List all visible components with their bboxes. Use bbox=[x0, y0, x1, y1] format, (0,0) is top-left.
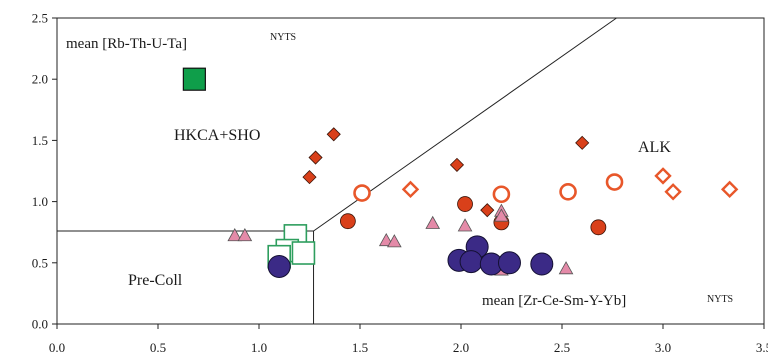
circle-marker bbox=[492, 185, 511, 204]
circle-marker bbox=[339, 213, 356, 230]
triangle-marker bbox=[494, 208, 509, 222]
diamond-marker bbox=[449, 157, 465, 172]
x-tick-label: 0.5 bbox=[150, 340, 166, 355]
circle-marker bbox=[559, 183, 577, 201]
y-tick-label: 0.5 bbox=[32, 255, 48, 270]
triangle-marker bbox=[237, 228, 253, 242]
triangle-marker bbox=[387, 234, 402, 248]
y-axis-mean-superscript: NYTS bbox=[270, 32, 296, 43]
y-axis-mean-label: mean [Rb-Th-U-Ta] bbox=[66, 36, 187, 52]
diamond-marker bbox=[720, 180, 739, 199]
circle-marker bbox=[497, 251, 521, 275]
diamond-marker bbox=[480, 203, 495, 218]
x-tick-label: 2.5 bbox=[554, 340, 570, 355]
diamond-marker bbox=[326, 127, 341, 142]
data-points bbox=[182, 67, 739, 278]
x-tick-label: 0.0 bbox=[49, 340, 65, 355]
diamond-marker bbox=[664, 183, 682, 201]
y-tick-label: 1.5 bbox=[32, 133, 48, 148]
x-axis-mean-label: mean [Zr-Ce-Sm-Y-Yb] bbox=[482, 293, 626, 309]
circle-marker bbox=[459, 250, 483, 274]
diamond-marker bbox=[654, 167, 672, 185]
region-label-pre-coll: Pre-Coll bbox=[128, 272, 183, 289]
square-marker bbox=[182, 67, 206, 91]
y-tick-label: 2.5 bbox=[32, 11, 48, 26]
diamond-marker bbox=[302, 170, 317, 185]
square-marker bbox=[291, 241, 316, 265]
diamond-marker bbox=[401, 180, 420, 199]
circle-marker bbox=[457, 196, 473, 212]
y-tick-label: 0.0 bbox=[32, 317, 48, 332]
region-label-hkca-sho: HKCA+SHO bbox=[174, 127, 260, 144]
triangle-marker bbox=[558, 261, 574, 275]
triangle-marker bbox=[227, 228, 243, 242]
diamond-marker bbox=[575, 135, 590, 150]
x-tick-label: 3.0 bbox=[655, 340, 671, 355]
triangle-marker bbox=[457, 218, 473, 232]
circle-marker bbox=[605, 173, 624, 191]
x-tick-label: 1.0 bbox=[251, 340, 267, 355]
circle-marker bbox=[530, 252, 554, 276]
x-tick-label: 2.0 bbox=[453, 340, 469, 355]
x-tick-label: 1.5 bbox=[352, 340, 368, 355]
x-tick-label: 3.5 bbox=[756, 340, 768, 355]
triangle-marker bbox=[425, 215, 441, 229]
y-tick-label: 2.0 bbox=[32, 72, 48, 87]
circle-marker bbox=[353, 184, 371, 202]
x-axis-mean-superscript: NYTS bbox=[707, 294, 733, 305]
circle-marker bbox=[590, 219, 607, 236]
diamond-marker bbox=[308, 150, 323, 165]
y-tick-label: 1.0 bbox=[32, 194, 48, 209]
plot-frame bbox=[56, 17, 765, 325]
region-label-alk: ALK bbox=[638, 139, 671, 156]
axis-ticks: 0.0 0.5 1.0 1.5 2.0 2.5 3.0 3.5 0.0 0.5 1.0 1.5 2.0 2… bbox=[32, 11, 768, 356]
circle-marker bbox=[267, 254, 291, 278]
